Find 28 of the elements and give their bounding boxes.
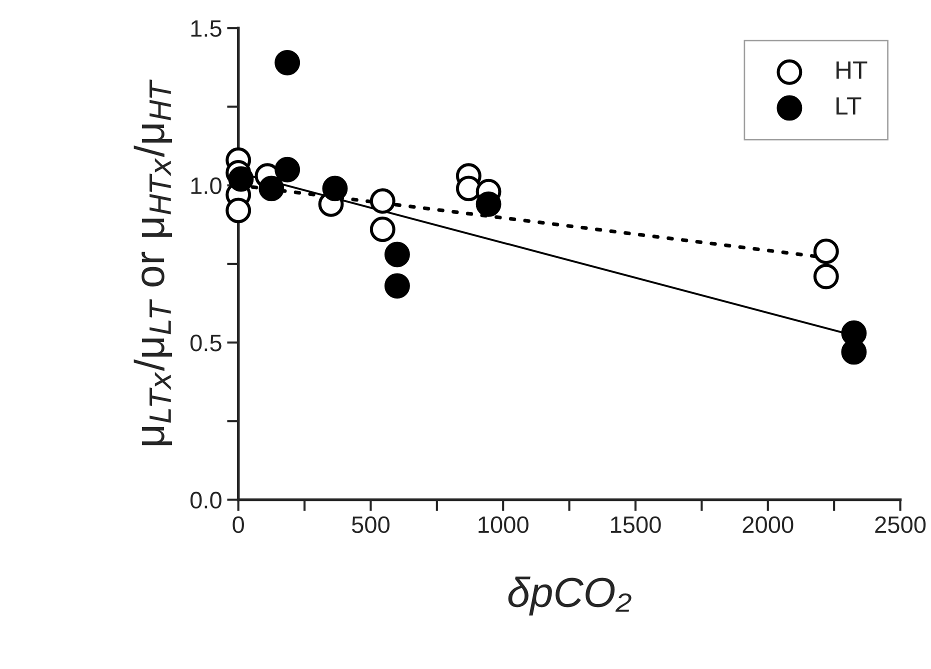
x-tick-label: 1500 — [611, 516, 661, 534]
point — [274, 50, 300, 76]
x-tick-label: 0 — [232, 516, 244, 534]
y-tick-label: 0.5 — [190, 334, 222, 352]
y-axis-title: μ$_{LTx}$/μ$_{LT}$ or μ$_{HTx}$/μ$_{HT}$ — [134, 79, 172, 446]
x-tick-label: 2500 — [875, 516, 926, 534]
point — [384, 242, 410, 268]
point — [274, 156, 300, 182]
point — [322, 176, 348, 202]
legend-label: HT — [836, 62, 868, 79]
point — [813, 264, 839, 290]
x-tick-label: 2000 — [742, 516, 794, 534]
legend-label: LT — [836, 97, 862, 115]
point — [226, 198, 252, 224]
x-axis-title: δpCO₂ — [508, 576, 632, 616]
point — [456, 176, 482, 202]
point — [370, 188, 396, 214]
x-tick-label: 1000 — [478, 516, 528, 534]
point — [258, 176, 284, 202]
point — [384, 273, 410, 299]
y-tick-label: 0.0 — [190, 492, 222, 509]
y-tick-label: 1.0 — [191, 177, 222, 194]
point — [370, 216, 396, 242]
x-tick-label: 500 — [352, 516, 390, 534]
y-tick-label: 1.5 — [191, 20, 222, 37]
point — [813, 238, 839, 264]
point — [476, 191, 502, 217]
point — [228, 166, 254, 192]
